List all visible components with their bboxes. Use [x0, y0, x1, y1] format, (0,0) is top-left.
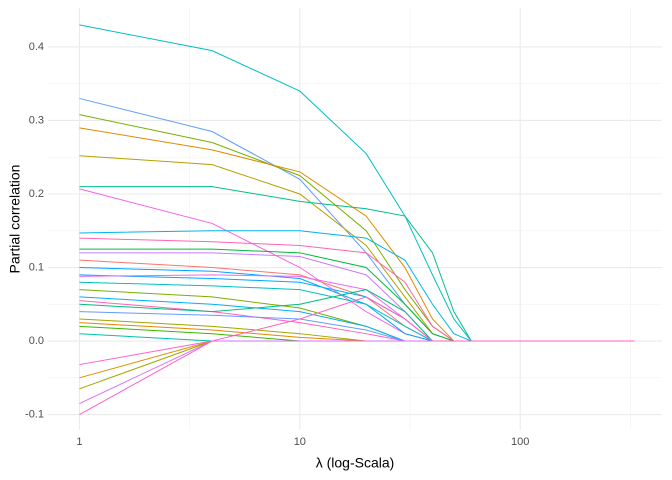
series-line [79, 230, 635, 342]
series-line [79, 311, 635, 342]
series-line [79, 97, 635, 342]
y-tick-label: 0.1 [29, 261, 44, 273]
series-line [79, 252, 635, 342]
y-tick-label: 0.0 [29, 335, 44, 347]
series-line [79, 340, 635, 379]
x-axis-title: λ (log-Scala) [316, 455, 395, 471]
y-tick-label: -0.1 [25, 408, 44, 420]
series-line [79, 340, 635, 390]
series-line [79, 237, 635, 342]
series-line [79, 186, 635, 342]
y-tick-label: 0.4 [29, 41, 44, 53]
series-line [79, 296, 635, 342]
series-line [79, 340, 635, 366]
x-tick-label: 1 [76, 436, 82, 448]
series-line [79, 155, 635, 342]
x-tick-label: 10 [294, 436, 306, 448]
x-tick-label: 100 [511, 436, 529, 448]
series-line [79, 340, 635, 404]
y-tick-label: 0.3 [29, 114, 44, 126]
series-line [79, 300, 635, 342]
series-line [79, 318, 635, 342]
y-axis-title: Partial correlation [7, 165, 23, 274]
series-line [79, 289, 635, 342]
y-tick-label: 0.2 [29, 188, 44, 200]
series-line [79, 296, 635, 415]
series-line [79, 289, 635, 342]
